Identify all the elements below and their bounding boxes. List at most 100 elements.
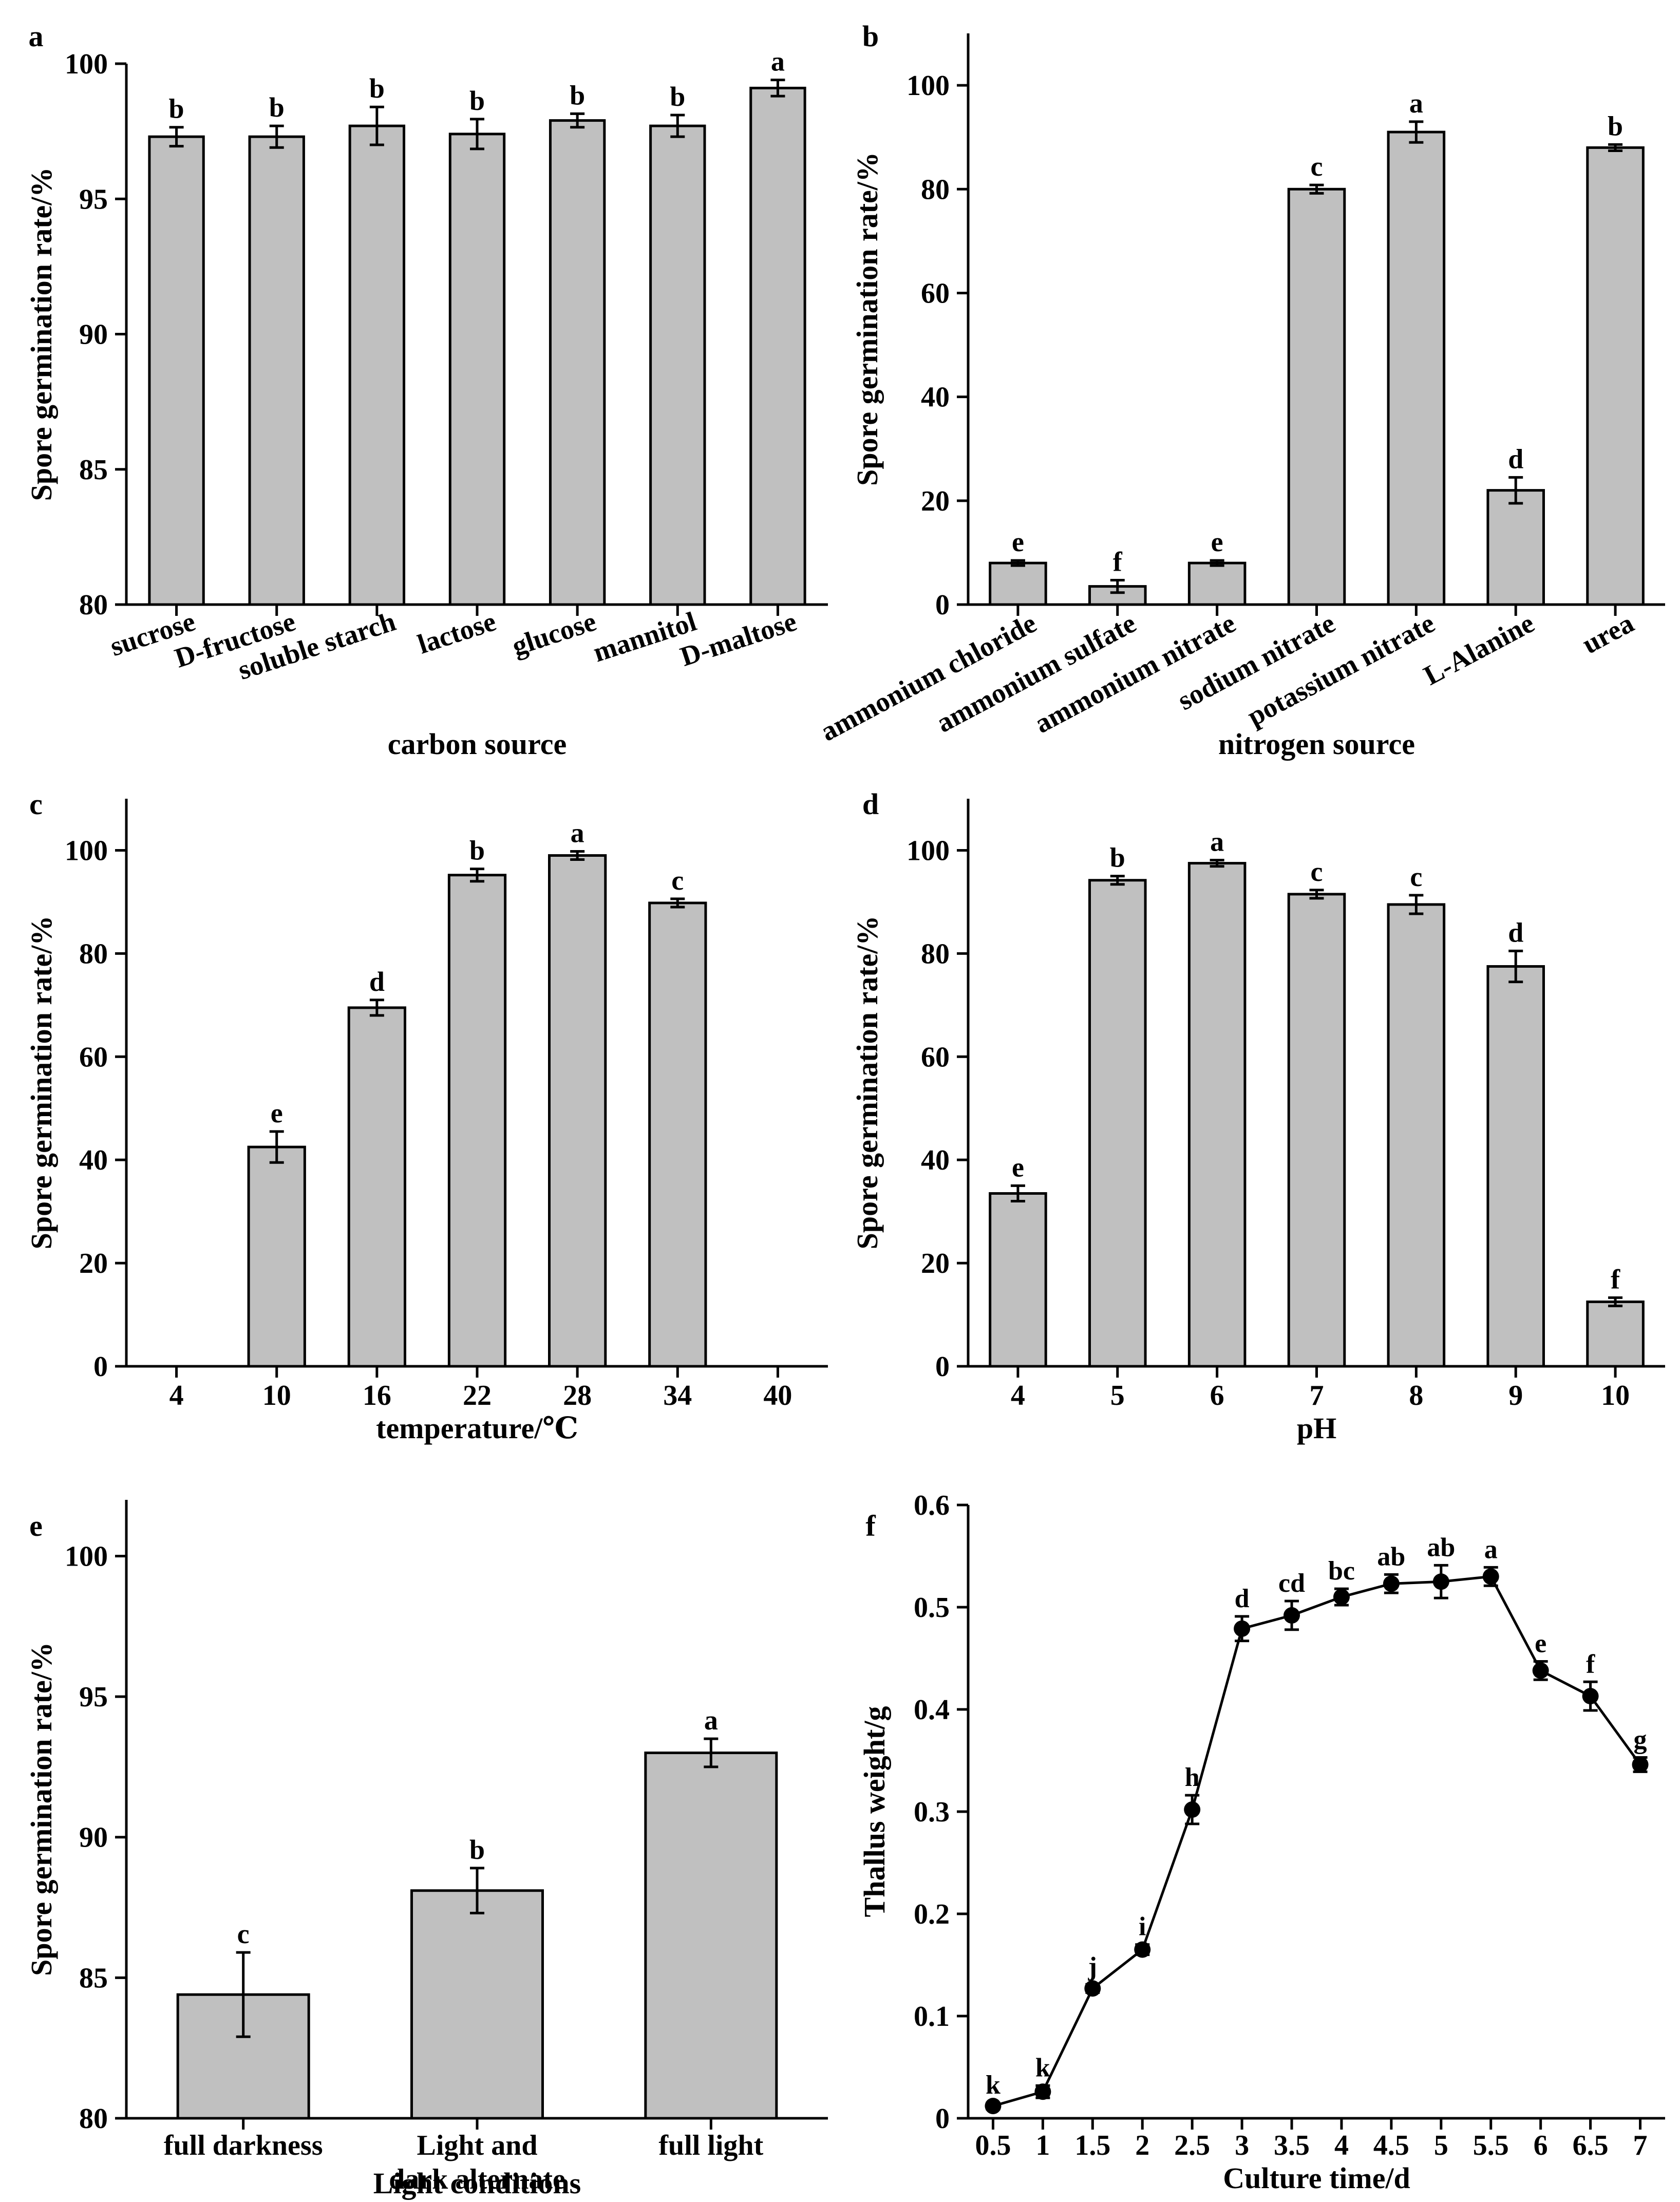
y-tick-label: 0 <box>935 589 950 621</box>
bar-l-alanine <box>1486 489 1545 606</box>
y-tick-label: 85 <box>79 454 108 486</box>
significance-letter: f <box>1113 546 1123 577</box>
significance-letter: d <box>1508 917 1523 948</box>
bar-4 <box>989 1192 1047 1368</box>
bar-8 <box>1387 903 1446 1368</box>
x-axis-title: Light conditions <box>373 2167 581 2200</box>
data-point <box>1383 1575 1400 1592</box>
x-axis-title: pH <box>1297 1411 1336 1445</box>
x-category-label: glucose <box>508 606 600 662</box>
y-axis-title: Spore germination rate/% <box>25 916 58 1250</box>
y-axis-title: Spore germination rate/% <box>851 152 884 486</box>
y-tick-label: 80 <box>79 589 108 621</box>
bar-ammonium-nitrate <box>1187 561 1247 606</box>
x-tick-label: 3.5 <box>1274 2130 1310 2161</box>
significance-letter: b <box>369 73 385 104</box>
y-tick-label: 40 <box>921 382 950 413</box>
significance-letter: a <box>771 46 785 77</box>
significance-letter: k <box>1035 2053 1050 2082</box>
bar-9 <box>1486 965 1545 1368</box>
x-category-label: 5 <box>1110 1380 1125 1411</box>
bar-22 <box>447 874 507 1368</box>
bar-ammonium-chloride <box>989 561 1047 606</box>
significance-letter: b <box>570 80 585 110</box>
significance-letter: d <box>1235 1584 1250 1613</box>
bar-16 <box>347 1006 406 1368</box>
data-point <box>1084 1980 1101 1997</box>
significance-letter: e <box>1535 1629 1546 1658</box>
x-category-label: 16 <box>363 1380 391 1411</box>
y-axis-title: Spore germination rate/% <box>25 167 58 501</box>
y-tick-label: 20 <box>921 485 950 517</box>
x-category-label: 40 <box>763 1380 792 1411</box>
significance-letter: b <box>670 81 685 112</box>
y-tick-label: 0 <box>935 1351 950 1383</box>
data-point <box>1532 1662 1549 1679</box>
panel-label-e: e <box>29 1509 43 1542</box>
x-tick-label: 1 <box>1035 2130 1050 2161</box>
data-point <box>1333 1589 1350 1606</box>
y-tick-label: 0 <box>93 1351 108 1383</box>
significance-letter: b <box>469 835 485 866</box>
data-point <box>1184 1801 1201 1818</box>
significance-letter: ab <box>1427 1533 1455 1562</box>
data-point <box>1432 1573 1449 1590</box>
x-tick-label: 5.5 <box>1473 2130 1509 2161</box>
y-tick-label: 60 <box>921 277 950 309</box>
bar-lactose <box>448 133 506 606</box>
y-tick-label: 90 <box>79 319 108 351</box>
y-tick-label: 0.6 <box>914 1490 950 1521</box>
data-point <box>1134 1941 1151 1958</box>
panel-label-c: c <box>29 787 43 821</box>
bar-7 <box>1287 893 1346 1368</box>
x-tick-label: 1.5 <box>1074 2130 1110 2161</box>
significance-letter: d <box>369 966 385 997</box>
panel-f: f 0 0.1 0.2 0.3 0.4 0.5 0.6 Thallus weight/g Cult… <box>858 1490 1665 2195</box>
significance-letter: a <box>571 817 584 848</box>
x-axis-title: carbon source <box>388 727 567 761</box>
y-tick-label: 40 <box>79 1144 108 1176</box>
significance-letter: b <box>269 92 285 123</box>
y-tick-label: 0.4 <box>914 1694 950 1726</box>
y-axis-title: Spore germination rate/% <box>851 916 884 1250</box>
x-category-label: 22 <box>463 1380 492 1411</box>
x-tick-label: 7 <box>1633 2130 1648 2161</box>
y-tick-label: 85 <box>79 1962 108 1994</box>
significance-letter: i <box>1139 1912 1146 1942</box>
panel-e: e 80 85 90 95 100 Spore germination rate/% Ligh… <box>25 1500 828 2200</box>
bar-34 <box>648 901 707 1368</box>
y-tick-label: 80 <box>921 938 950 970</box>
x-axis-title: Culture time/d <box>1223 2161 1410 2195</box>
y-tick-label: 60 <box>79 1041 108 1073</box>
x-category-label: 9 <box>1508 1380 1523 1411</box>
y-tick-label: 100 <box>65 1540 108 1572</box>
significance-letter: bc <box>1328 1556 1355 1586</box>
significance-letter: h <box>1185 1763 1200 1792</box>
y-tick-label: 0.3 <box>914 1796 950 1828</box>
x-category-label: 10 <box>1601 1380 1630 1411</box>
bar-d-fructose <box>248 135 305 606</box>
x-tick-label: 6.5 <box>1573 2130 1609 2161</box>
significance-letter: d <box>1508 443 1523 474</box>
significance-letter: b <box>469 85 485 116</box>
x-tick-label: 4.5 <box>1373 2130 1409 2161</box>
significance-letter: b <box>1608 110 1623 141</box>
y-tick-label: 95 <box>79 1681 108 1713</box>
y-tick-label: 0 <box>935 2103 950 2135</box>
bar-light-and-dark-alternate <box>410 1889 544 2120</box>
significance-letter: c <box>1311 856 1323 887</box>
significance-letter: c <box>671 865 684 896</box>
bar-full-light <box>644 1752 778 2120</box>
significance-letter: g <box>1634 1725 1647 1755</box>
data-point <box>1582 1688 1599 1705</box>
significance-letter: cd <box>1278 1569 1305 1598</box>
significance-letter: e <box>271 1098 283 1128</box>
y-tick-label: 100 <box>907 835 950 867</box>
bar-soluble-starch <box>348 124 406 606</box>
significance-letter: a <box>1409 88 1423 119</box>
bar-6 <box>1187 862 1247 1368</box>
significance-letter: b <box>1110 842 1125 873</box>
x-tick-label: 5 <box>1434 2130 1448 2161</box>
significance-letter: e <box>1012 526 1024 557</box>
